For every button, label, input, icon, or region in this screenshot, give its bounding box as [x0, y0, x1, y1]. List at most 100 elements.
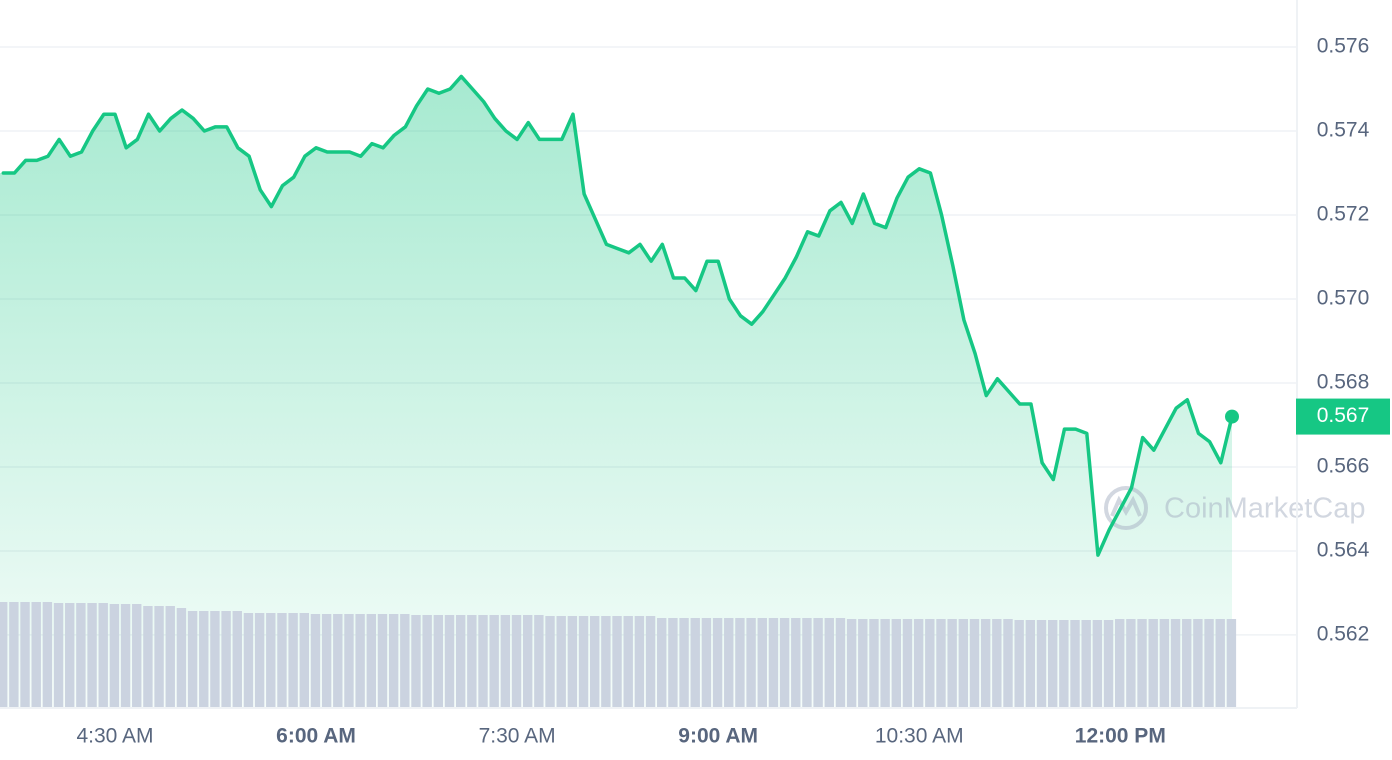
- volume-bar: [668, 618, 678, 708]
- volume-bar: [366, 614, 377, 708]
- watermark-text: CoinMarketCap: [1164, 493, 1365, 525]
- volume-bar: [210, 611, 220, 708]
- volume-bar: [344, 614, 354, 708]
- volume-bar: [1025, 620, 1036, 708]
- volume-bar: [377, 614, 388, 708]
- volume-bar: [20, 602, 30, 708]
- volume-bar: [333, 614, 343, 708]
- volume-bar: [534, 615, 544, 708]
- volume-bar: [545, 616, 555, 708]
- volume-bar: [42, 602, 53, 708]
- volume-bar: [65, 603, 75, 708]
- volume-bar: [779, 618, 790, 708]
- volume-bar: [176, 608, 187, 708]
- volume-bar: [992, 619, 1002, 708]
- volume-bar: [1204, 619, 1214, 708]
- volume-bar: [132, 604, 142, 708]
- volume-bar: [712, 618, 723, 708]
- volume-bar: [1070, 620, 1080, 708]
- volume-bar: [612, 616, 622, 708]
- volume-bar: [1159, 619, 1170, 708]
- y-tick-label: 0.576: [1317, 35, 1370, 58]
- volume-bar: [31, 602, 41, 708]
- volume-bar: [858, 619, 868, 708]
- volume-bar: [321, 614, 332, 708]
- volume-bar: [690, 618, 700, 708]
- volume-bar: [1193, 619, 1203, 708]
- x-tick-label: 10:30 AM: [875, 725, 964, 748]
- volume-bar: [221, 611, 231, 708]
- volume-bar: [634, 616, 645, 708]
- price-line: [1, 74, 1234, 557]
- volume-bar: [511, 615, 522, 708]
- volume-bar: [880, 619, 890, 708]
- volume-bar: [869, 619, 879, 708]
- watermark-logo-mark: [1110, 495, 1142, 517]
- volume-bar: [143, 606, 153, 708]
- volume-bar: [835, 618, 846, 708]
- volume-bar: [388, 614, 399, 708]
- volume-bar: [724, 618, 734, 708]
- volume-bar: [277, 613, 287, 708]
- volume-bar: [0, 602, 8, 708]
- labels: 0.562 0.564 0.566 0.568 0.570 0.572 0.574 0.576…: [76, 35, 1390, 748]
- last-point: [1225, 409, 1239, 424]
- volume-bar: [1182, 619, 1192, 708]
- volume-bar: [813, 618, 823, 708]
- volume-bar: [1115, 619, 1125, 708]
- y-tick-label: 0.568: [1317, 371, 1370, 394]
- volume-bar: [601, 616, 611, 708]
- volume-bar: [187, 611, 198, 708]
- volume-bar: [400, 614, 410, 708]
- volume-bar: [109, 604, 120, 708]
- volume-bar: [768, 618, 779, 708]
- volume-bar: [199, 611, 209, 708]
- watermark: CoinMarketCap: [1104, 486, 1365, 530]
- volume-bar: [522, 615, 533, 708]
- x-tick-label: 7:30 AM: [479, 725, 556, 748]
- y-tick-label: 0.572: [1317, 203, 1370, 226]
- volume-bar: [310, 614, 321, 708]
- volume-bar: [791, 618, 801, 708]
- y-tick-label: 0.564: [1317, 538, 1370, 561]
- volume-bar: [1103, 620, 1114, 708]
- y-tick-label: 0.562: [1317, 622, 1370, 645]
- volume-bar: [433, 615, 444, 708]
- volume-bar: [1137, 619, 1147, 708]
- volume-bar: [1215, 619, 1225, 708]
- volume-bar: [98, 603, 108, 708]
- volume-bar: [645, 616, 656, 708]
- volume-bar: [657, 618, 667, 708]
- volume-layer: [0, 602, 1237, 708]
- volume-bar: [623, 616, 633, 708]
- volume-bar: [1047, 620, 1058, 708]
- volume-bar: [567, 616, 578, 708]
- volume-bar: [578, 616, 589, 708]
- x-tick-label: 6:00 AM: [276, 725, 356, 748]
- volume-bar: [958, 619, 969, 708]
- volume-bar: [489, 615, 499, 708]
- volume-bar: [411, 615, 421, 708]
- volume-bar: [1170, 619, 1181, 708]
- volume-bar: [467, 615, 477, 708]
- volume-bar: [746, 618, 756, 708]
- volume-bar: [824, 618, 834, 708]
- volume-bar: [947, 619, 957, 708]
- volume-bar: [846, 619, 857, 708]
- volume-bar: [757, 618, 767, 708]
- area-layer: [0, 76, 1232, 709]
- volume-bar: [455, 615, 466, 708]
- volume-bar: [902, 619, 913, 708]
- volume-bar: [120, 604, 131, 708]
- volume-bar: [1226, 619, 1237, 708]
- volume-bar: [913, 619, 924, 708]
- volume-bar: [266, 613, 276, 708]
- volume-bar: [9, 602, 19, 708]
- watermark-logo: [1104, 486, 1148, 530]
- volume-bar: [735, 618, 745, 708]
- volume-bar: [1081, 620, 1091, 708]
- y-tick-label: 0.574: [1317, 119, 1370, 142]
- volume-bar: [165, 606, 175, 708]
- volume-bar: [1014, 620, 1024, 708]
